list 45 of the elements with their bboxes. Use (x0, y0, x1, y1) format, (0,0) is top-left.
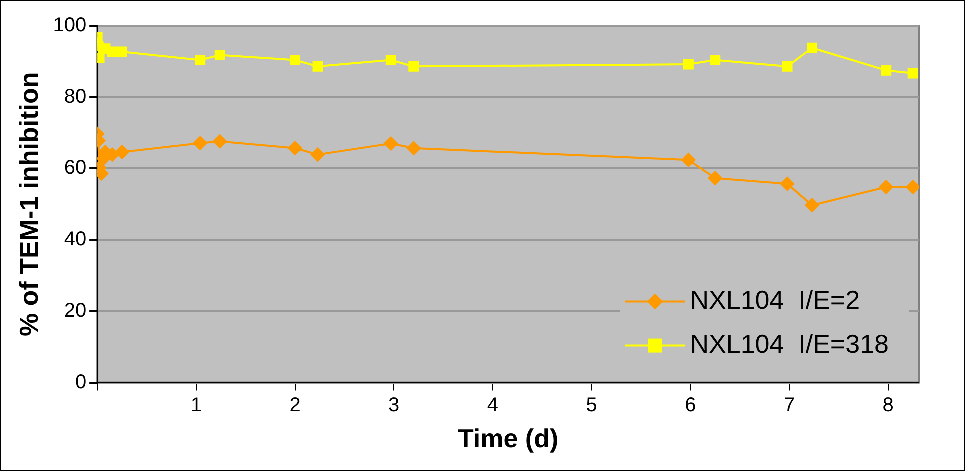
point (906, 180, 919, 194)
point (288, 141, 302, 156)
point (115, 145, 130, 160)
point (195, 55, 206, 66)
y-tick-label: 60 (64, 157, 87, 180)
point (807, 42, 818, 54)
point (708, 171, 722, 186)
x-axis-title: Time (d) (458, 424, 559, 454)
y-tick-label: 20 (64, 300, 87, 322)
y-axis-title: % of TEM-1 inhibition (14, 72, 44, 337)
point (193, 136, 208, 150)
point (386, 55, 396, 66)
x-tick-label: 5 (586, 394, 598, 416)
point (780, 177, 795, 192)
point (384, 136, 398, 151)
x-tick-label: 4 (487, 394, 499, 416)
point (683, 59, 694, 70)
point (908, 68, 918, 79)
y-tick-label: 40 (64, 228, 87, 251)
point (107, 46, 118, 58)
point (311, 148, 325, 162)
point (213, 134, 228, 149)
point (782, 61, 793, 72)
point (406, 141, 421, 156)
x-tick-label: 7 (784, 394, 796, 416)
legend-label: NXL104 I/E=318 (690, 328, 890, 359)
x-tick-label: 6 (685, 394, 696, 416)
point (214, 50, 226, 60)
point (290, 55, 301, 66)
point (879, 180, 894, 194)
y-tick-label: 100 (53, 14, 87, 37)
x-tick-label: 1 (190, 394, 202, 416)
point (117, 46, 128, 58)
point (805, 198, 820, 212)
x-tick-label: 8 (882, 394, 894, 416)
point (312, 61, 324, 72)
y-tick-label: 80 (64, 86, 87, 108)
legend-label: NXL104 I/E=2 (690, 284, 860, 315)
point (408, 61, 420, 72)
point (682, 153, 696, 168)
point (881, 65, 892, 76)
y-tick-label: 0 (75, 371, 87, 394)
point (710, 55, 721, 66)
x-tick-label: 2 (290, 394, 301, 416)
x-tick-label: 3 (388, 394, 400, 416)
